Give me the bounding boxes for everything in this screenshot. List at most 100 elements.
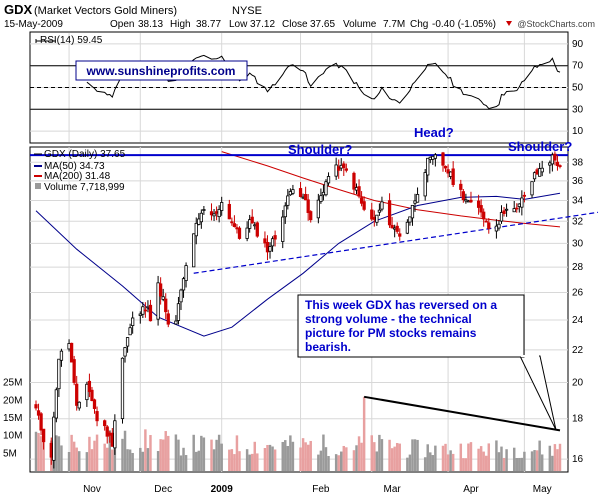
candle [161, 288, 165, 302]
candle-body [538, 168, 542, 177]
candle-body [395, 225, 399, 232]
candle [464, 193, 468, 204]
candle [522, 191, 527, 203]
open-label: Open [110, 19, 134, 30]
security-name: (Market Vectors Gold Miners) [34, 5, 177, 17]
volume-bar [60, 445, 63, 471]
candle-body [220, 202, 224, 211]
candle [283, 202, 287, 224]
candle [273, 230, 277, 247]
candle-body [283, 205, 287, 218]
volume-bar [192, 434, 195, 471]
candle [375, 214, 379, 226]
candle [72, 355, 76, 386]
volume-bar [327, 456, 330, 471]
volume-bar [256, 453, 259, 471]
volume-label: Volume [343, 19, 377, 30]
candle-body [469, 199, 473, 203]
volume-bar [271, 446, 274, 471]
volume-bar [263, 448, 267, 471]
candle-body [466, 200, 471, 203]
candle-body [281, 216, 285, 242]
volume-bar [156, 451, 160, 471]
candle [34, 400, 38, 411]
candle-body [530, 181, 534, 196]
candle [515, 203, 519, 213]
volume-bar [485, 455, 488, 471]
candle-body [342, 163, 346, 168]
head-label: Head? [414, 125, 454, 140]
candle-body [49, 442, 53, 458]
candle [227, 199, 231, 220]
volume-bar [164, 431, 167, 471]
candle-body [42, 428, 46, 443]
x-axis-label: Nov [83, 484, 101, 495]
candle [166, 309, 170, 328]
candle-body [146, 306, 150, 309]
volume-bar [220, 443, 223, 471]
candle-body [128, 327, 132, 336]
candle-body [443, 165, 448, 169]
volume-bar [284, 440, 287, 471]
candle [362, 196, 366, 212]
price-y-ticks: 38 36 34 32 30 28 26 24 22 20 18 16 [572, 157, 584, 465]
candle-body [515, 207, 519, 210]
candle [497, 220, 501, 231]
volume-tick-label: 15M [3, 413, 22, 424]
candle [326, 172, 331, 186]
candle [255, 221, 259, 238]
x-axis-label: Dec [154, 484, 172, 495]
ma50-legend: MA(50) 34.73 [44, 161, 105, 172]
candle-body [375, 214, 379, 223]
candle-body [540, 167, 544, 173]
exchange: NYSE [232, 5, 262, 17]
candle-body [448, 171, 453, 177]
candle-body [138, 313, 142, 316]
candle-body [120, 357, 125, 420]
x-axis-label: Mar [383, 484, 401, 495]
candle-body [232, 223, 237, 227]
candle [59, 348, 64, 367]
rsi-legend-line-icon [35, 39, 56, 43]
volume-bar [78, 451, 81, 471]
price-tick-label: 28 [572, 262, 584, 273]
candle-body [113, 420, 117, 449]
candle [268, 242, 272, 259]
candle-body [179, 289, 183, 303]
candle-body [72, 359, 76, 383]
volume-bar [477, 448, 480, 471]
volume-bar [518, 457, 521, 471]
candle [342, 161, 346, 176]
candle-body [446, 169, 450, 174]
volume-bar [248, 454, 251, 471]
url-text[interactable]: www.sunshineprofits.com [86, 64, 236, 78]
candle [398, 228, 402, 241]
candle-body [141, 306, 145, 315]
candle-body [159, 283, 163, 297]
volume-bar [217, 434, 221, 471]
quote-date: 15-May-2009 [4, 19, 63, 30]
volume-bar [184, 455, 188, 471]
candle-body [105, 426, 109, 437]
candle-body [380, 201, 384, 210]
candle-body [298, 188, 303, 198]
candle-body [337, 166, 341, 171]
candle [69, 342, 74, 363]
volume-bar [467, 443, 470, 471]
candle-body [487, 222, 491, 229]
volume-bar [340, 451, 343, 471]
candle [57, 358, 61, 398]
volume-bar [57, 436, 61, 471]
x-axis-label: May [533, 484, 552, 495]
volume-bar [67, 452, 71, 471]
candle-body [34, 404, 38, 409]
volume-bar [253, 441, 256, 471]
candle [87, 373, 92, 398]
volume-bar [423, 457, 427, 471]
candle [344, 163, 348, 173]
candle [469, 191, 473, 204]
ma200-legend: MA(200) 31.48 [44, 171, 111, 182]
price-tick-label: 22 [572, 345, 584, 356]
candle [520, 190, 524, 216]
candle [487, 218, 491, 234]
